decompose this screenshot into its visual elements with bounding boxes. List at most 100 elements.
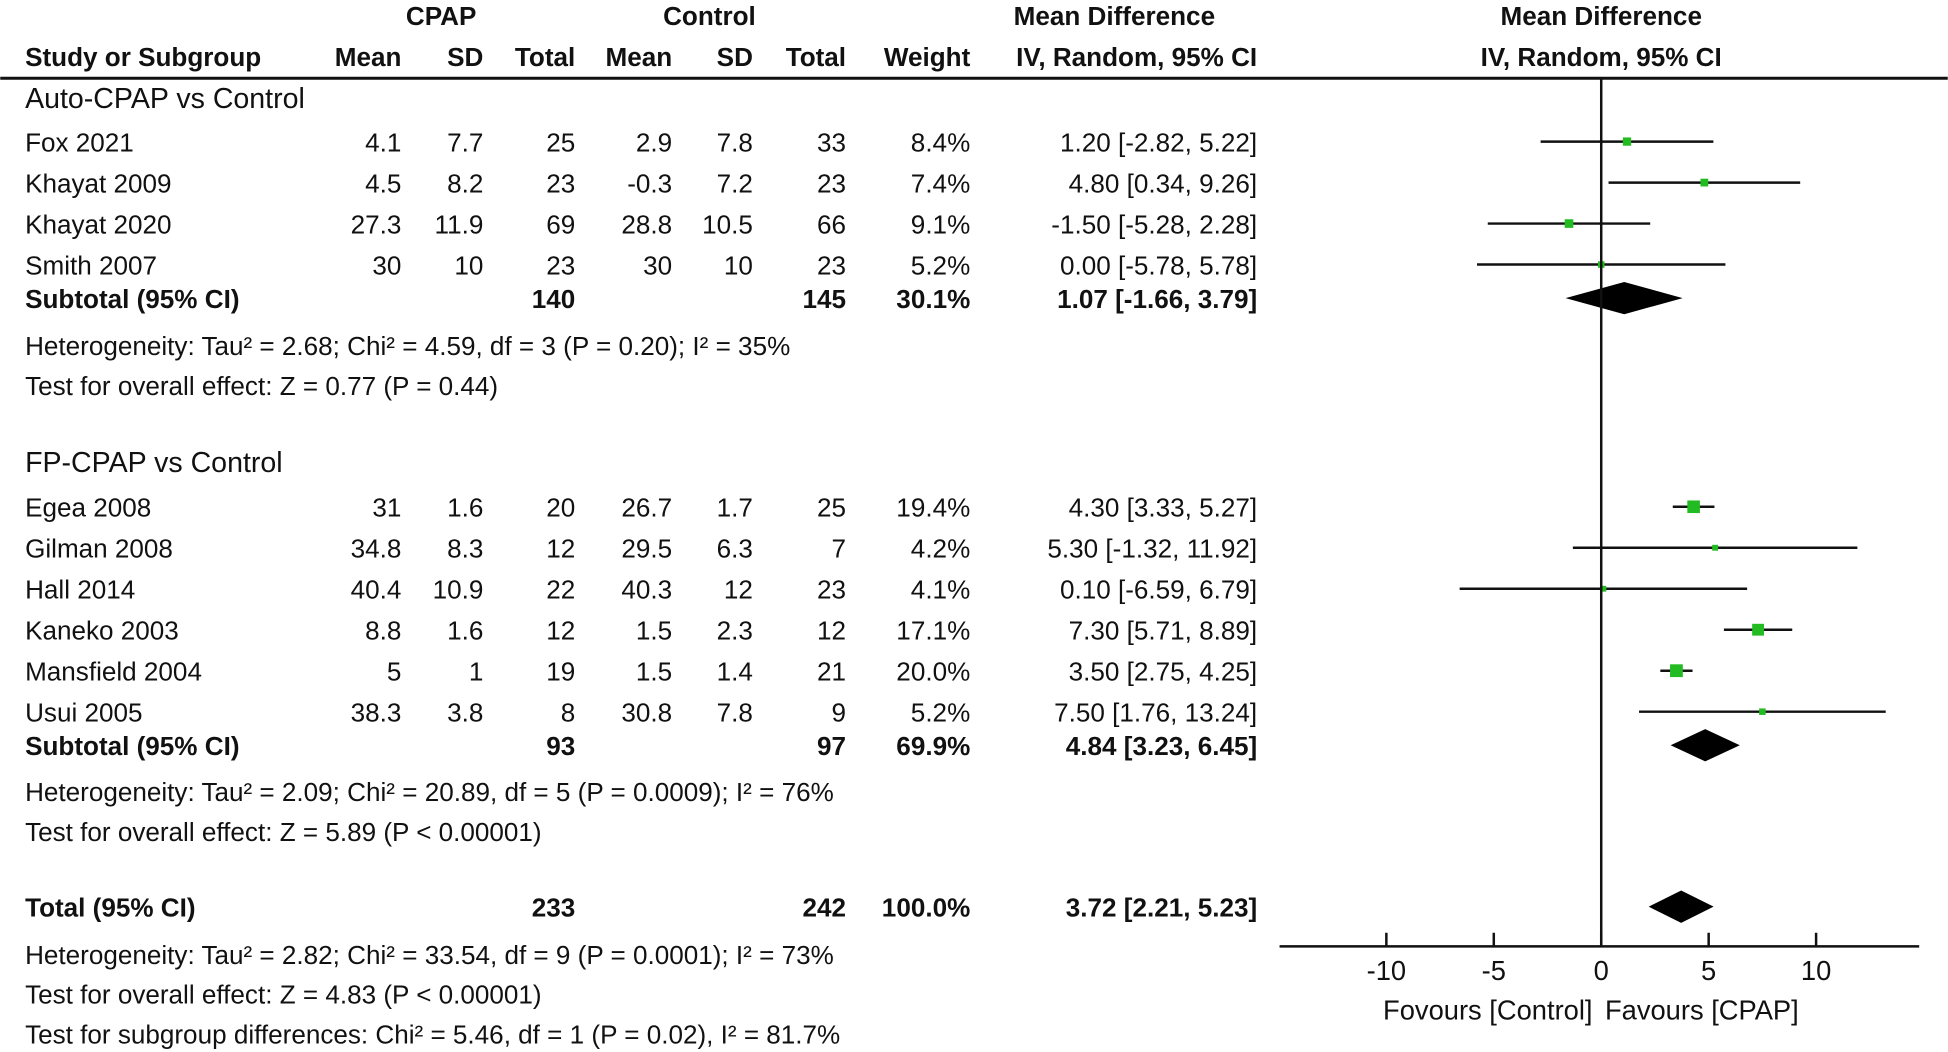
md-column-subheader: IV, Random, 95% CI (1016, 42, 1257, 72)
cell-sd1: 8.2 (447, 169, 483, 199)
tick-label: 0 (1594, 955, 1609, 986)
cell-m1: 8.8 (365, 616, 401, 646)
cell-ci_text: 4.30 [3.33, 5.27] (1069, 493, 1258, 523)
total-heterogeneity-text: Heterogeneity: Tau² = 2.82; Chi² = 33.54… (25, 940, 834, 970)
study-name: Usui 2005 (25, 698, 142, 728)
effect-marker (1600, 585, 1607, 592)
control-sd-header: SD (717, 42, 753, 72)
study-row: Gilman 2008 34.8 8.3 12 29.5 6.3 7 4.2% 5.30 [-1… (25, 534, 1257, 564)
study-row: Kaneko 2003 8.8 1.6 12 1.5 2.3 12 17.1% 7.30 [5.… (25, 616, 1257, 646)
cell-n1: 20 (546, 493, 575, 523)
cell-m2: 2.9 (636, 128, 672, 158)
md-plot-subheader: IV, Random, 95% CI (1481, 42, 1722, 72)
subtotal-n1: 140 (532, 284, 576, 314)
effect-marker (1564, 219, 1574, 228)
subtotal-ci_text: 4.84 [3.23, 6.45] (1066, 731, 1257, 761)
subtotal-n2: 97 (817, 731, 846, 761)
subtotal-row: Subtotal (95% CI) 93 97 69.9% 4.84 [3.23, 6.… (25, 731, 1257, 761)
cell-weight: 9.1% (911, 210, 970, 240)
effect-marker (1670, 664, 1683, 678)
cell-weight: 20.0% (896, 657, 970, 687)
cell-n1: 12 (546, 616, 575, 646)
study-column-header: Study or Subgroup (25, 42, 261, 72)
study-row: Hall 2014 40.4 10.9 22 40.3 12 23 4.1% 0.10 [-6.… (25, 575, 1257, 605)
subtotal-weight: 69.9% (896, 731, 970, 761)
cell-sd2: 12 (724, 575, 753, 605)
overall-effect-text: Test for overall effect: Z = 0.77 (P = 0… (25, 371, 498, 401)
study-name: Fox 2021 (25, 128, 134, 158)
cell-sd2: 7.8 (717, 128, 753, 158)
study-name: Khayat 2009 (25, 169, 171, 199)
x-axis: -10 -5 0 5 10 Fovours [Control] Favours [CPAP] (1279, 78, 1920, 1026)
cell-m1: 31 (372, 493, 401, 523)
cell-sd1: 8.3 (447, 534, 483, 564)
cell-n2: 23 (817, 169, 846, 199)
cell-sd1: 10 (454, 250, 483, 280)
cell-weight: 4.1% (911, 575, 970, 605)
cell-n2: 21 (817, 657, 846, 687)
cell-ci_text: 5.30 [-1.32, 11.92] (1047, 534, 1257, 564)
cell-n2: 25 (817, 493, 846, 523)
tick-label: 10 (1801, 955, 1831, 986)
cell-m1: 27.3 (351, 210, 402, 240)
study-row: Fox 2021 4.1 7.7 25 2.9 7.8 33 8.4% 1.20 [-2.82,… (25, 128, 1257, 158)
cell-weight: 4.2% (911, 534, 970, 564)
cell-m2: 29.5 (621, 534, 672, 564)
cell-ci_text: 0.00 [-5.78, 5.78] (1060, 250, 1257, 280)
study-row: Egea 2008 31 1.6 20 26.7 1.7 25 19.4% 4.30 [3.33… (25, 493, 1257, 523)
cell-m2: 1.5 (636, 657, 672, 687)
study-name: Gilman 2008 (25, 534, 173, 564)
study-row: Mansfield 2004 5 1 19 1.5 1.4 21 20.0% 3.50 [2.7… (25, 657, 1257, 687)
cell-sd1: 11.9 (435, 210, 484, 240)
cell-weight: 17.1% (896, 616, 970, 646)
study-row: Smith 2007 30 10 23 30 10 23 5.2% 0.00 [-5.78, 5… (25, 250, 1257, 280)
total-diamond (1648, 890, 1714, 923)
study-row: Khayat 2020 27.3 11.9 69 28.8 10.5 66 9.1% -1.50… (25, 210, 1257, 240)
subtotal-label: Subtotal (95% CI) (25, 284, 239, 314)
total-row: Total (95% CI) 233 242 100.0% 3.72 [2.21, 5.… (25, 893, 1257, 923)
md-plot-header: Mean Difference (1500, 1, 1701, 31)
tick-label: -10 (1367, 955, 1406, 986)
cell-sd1: 1 (469, 657, 484, 687)
cell-m2: 26.7 (621, 493, 672, 523)
cell-sd2: 1.7 (717, 493, 753, 523)
favours-cpap-label: Favours [CPAP] (1605, 995, 1799, 1026)
total-n2: 242 (803, 893, 847, 923)
cell-m2: 30 (643, 250, 672, 280)
total-n1: 233 (532, 893, 576, 923)
effect-marker (1687, 500, 1700, 514)
subgroup: FP-CPAP vs Control Egea 2008 31 1.6 20 26.7 1.… (25, 447, 1257, 847)
study-row: Khayat 2009 4.5 8.2 23 -0.3 7.2 23 7.4% 4.80 [0.… (25, 169, 1257, 199)
cell-sd2: 1.4 (717, 657, 753, 687)
study-name: Hall 2014 (25, 575, 135, 605)
study-row: Usui 2005 38.3 3.8 8 30.8 7.8 9 5.2% 7.50 [1.76,… (25, 698, 1257, 728)
total-label: Total (95% CI) (25, 893, 195, 923)
subgroup: Auto-CPAP vs Control Fox 2021 4.1 7.7 25 2.9 7… (25, 83, 1257, 401)
cell-weight: 7.4% (911, 169, 970, 199)
cell-sd2: 10.5 (702, 210, 753, 240)
cpap-group-header: CPAP (406, 1, 477, 31)
cell-ci_text: 7.50 [1.76, 13.24] (1054, 698, 1257, 728)
total-overall-effect-text: Test for overall effect: Z = 4.83 (P < 0… (25, 980, 542, 1010)
cell-n1: 69 (546, 210, 575, 240)
cell-m1: 38.3 (351, 698, 402, 728)
study-name: Khayat 2020 (25, 210, 171, 240)
cell-sd1: 3.8 (447, 698, 483, 728)
cell-sd2: 6.3 (717, 534, 753, 564)
cell-ci_text: 4.80 [0.34, 9.26] (1069, 169, 1258, 199)
cell-ci_text: 7.30 [5.71, 8.89] (1069, 616, 1258, 646)
cell-sd2: 10 (724, 250, 753, 280)
subgroup-title: FP-CPAP vs Control (25, 447, 283, 479)
effect-marker (1712, 544, 1719, 551)
cell-sd2: 7.8 (717, 698, 753, 728)
cell-n1: 8 (561, 698, 576, 728)
cell-m1: 4.5 (365, 169, 401, 199)
cell-weight: 8.4% (911, 128, 970, 158)
cell-m1: 4.1 (365, 128, 401, 158)
cell-m2: 30.8 (621, 698, 672, 728)
cell-m2: 28.8 (621, 210, 672, 240)
cell-n2: 66 (817, 210, 846, 240)
cell-n2: 7 (832, 534, 847, 564)
cell-n2: 33 (817, 128, 846, 158)
